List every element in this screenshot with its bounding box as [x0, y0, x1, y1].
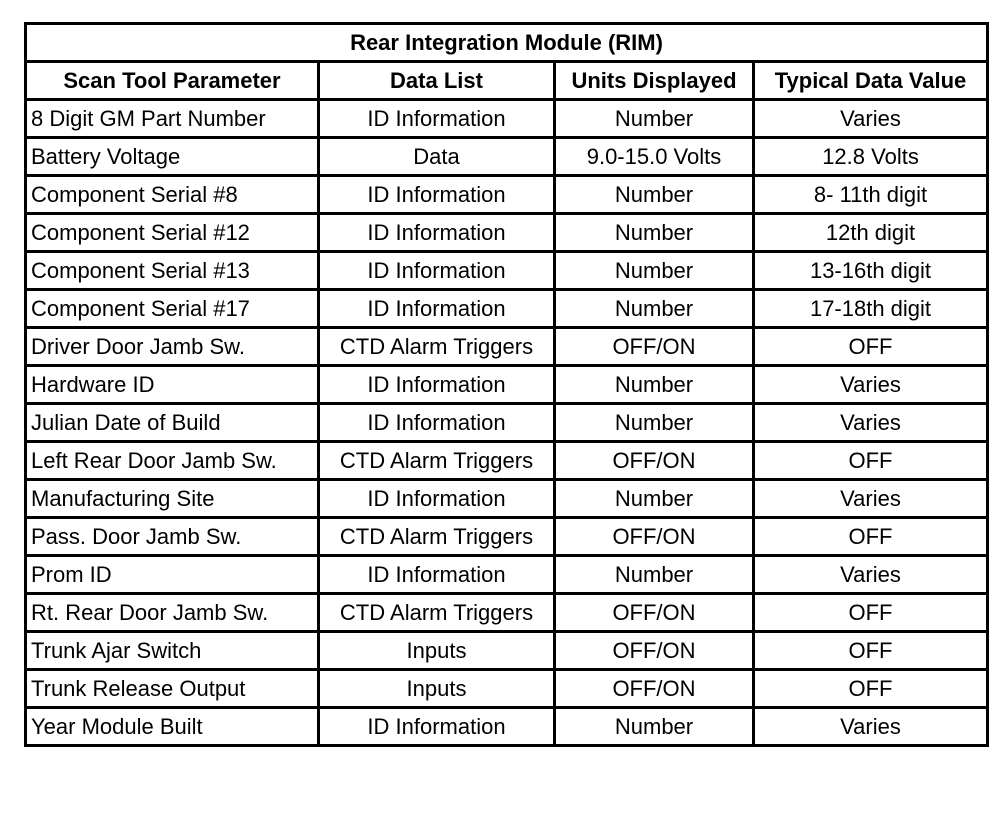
table-cell: Manufacturing Site: [24, 478, 320, 519]
table-cell: ID Information: [317, 364, 556, 405]
table-cell: Battery Voltage: [24, 136, 320, 177]
table-cell: Trunk Ajar Switch: [24, 630, 320, 671]
table-cell: OFF/ON: [553, 326, 755, 367]
table-cell: Prom ID: [24, 554, 320, 595]
table-cell: OFF/ON: [553, 668, 755, 709]
table-cell: Number: [553, 478, 755, 519]
table-cell: Left Rear Door Jamb Sw.: [24, 440, 320, 481]
table-cell: Pass. Door Jamb Sw.: [24, 516, 320, 557]
table-row: Component Serial #13 ID Information Number…: [24, 250, 990, 291]
table-cell: CTD Alarm Triggers: [317, 440, 556, 481]
table-cell: Number: [553, 174, 755, 215]
table-cell: CTD Alarm Triggers: [317, 592, 556, 633]
table-cell: ID Information: [317, 174, 556, 215]
table-cell: 17-18th digit: [751, 288, 990, 329]
table-cell: OFF/ON: [553, 630, 755, 671]
table-cell: ID Information: [317, 250, 556, 291]
column-header: Typical Data Value: [751, 60, 990, 101]
table-cell: Number: [553, 706, 755, 747]
table-cell: Number: [553, 98, 755, 139]
column-header: Units Displayed: [553, 60, 755, 101]
table-cell: OFF: [751, 516, 990, 557]
table-cell: 8- 11th digit: [751, 174, 990, 215]
table-cell: OFF/ON: [553, 440, 755, 481]
table-cell: 13-16th digit: [751, 250, 990, 291]
data-table: Rear Integration Module (RIM) Scan Tool …: [23, 22, 990, 747]
table-cell: Varies: [751, 402, 990, 443]
table-cell: 8 Digit GM Part Number: [24, 98, 320, 139]
table-cell: Number: [553, 554, 755, 595]
table-cell: ID Information: [317, 212, 556, 253]
table-body: 8 Digit GM Part Number ID Information Numb…: [24, 98, 990, 747]
table-row: Component Serial #8 ID Information Number 8…: [24, 174, 990, 215]
header-row: Scan Tool Parameter Data List Units Displa…: [24, 60, 990, 101]
table-row: Year Module Built ID Information Number Var…: [24, 706, 990, 747]
table-cell: Component Serial #12: [24, 212, 320, 253]
table-cell: Number: [553, 250, 755, 291]
table-cell: Data: [317, 136, 556, 177]
table-cell: Number: [553, 288, 755, 329]
table-cell: CTD Alarm Triggers: [317, 516, 556, 557]
table-cell: Number: [553, 364, 755, 405]
table-cell: Component Serial #17: [24, 288, 320, 329]
table-row: Pass. Door Jamb Sw. CTD Alarm Triggers OFF…: [24, 516, 990, 557]
table-row: 8 Digit GM Part Number ID Information Numb…: [24, 98, 990, 139]
table-cell: Component Serial #8: [24, 174, 320, 215]
table-row: Manufacturing Site ID Information Number Va…: [24, 478, 990, 519]
table-cell: Number: [553, 212, 755, 253]
table-cell: Trunk Release Output: [24, 668, 320, 709]
table-cell: Inputs: [317, 630, 556, 671]
column-header: Data List: [317, 60, 556, 101]
table-cell: OFF: [751, 668, 990, 709]
table-row: Rt. Rear Door Jamb Sw. CTD Alarm Triggers…: [24, 592, 990, 633]
table-cell: OFF: [751, 630, 990, 671]
table-cell: OFF: [751, 440, 990, 481]
table-row: Driver Door Jamb Sw. CTD Alarm Triggers OF…: [24, 326, 990, 367]
table-row: Battery Voltage Data 9.0-15.0 Volts 12.8 Vo…: [24, 136, 990, 177]
table-cell: Driver Door Jamb Sw.: [24, 326, 320, 367]
table-cell: ID Information: [317, 402, 556, 443]
table-cell: Varies: [751, 478, 990, 519]
table-cell: Varies: [751, 554, 990, 595]
table-cell: Number: [553, 402, 755, 443]
table-cell: ID Information: [317, 98, 556, 139]
table-row: Trunk Release Output Inputs OFF/ON OFF: [24, 668, 990, 709]
table-cell: Year Module Built: [24, 706, 320, 747]
table-cell: ID Information: [317, 706, 556, 747]
table-cell: OFF/ON: [553, 516, 755, 557]
column-header: Scan Tool Parameter: [24, 60, 320, 101]
table-row: Prom ID ID Information Number Varies: [24, 554, 990, 595]
table-cell: Varies: [751, 706, 990, 747]
table-cell: ID Information: [317, 288, 556, 329]
table-row: Julian Date of Build ID Information Number…: [24, 402, 990, 443]
table-cell: ID Information: [317, 478, 556, 519]
table-row: Hardware ID ID Information Number Varies: [24, 364, 990, 405]
table-row: Left Rear Door Jamb Sw. CTD Alarm Trigger…: [24, 440, 990, 481]
table-cell: OFF: [751, 592, 990, 633]
table-cell: Rt. Rear Door Jamb Sw.: [24, 592, 320, 633]
table-row: Component Serial #17 ID Information Number…: [24, 288, 990, 329]
table-cell: Inputs: [317, 668, 556, 709]
title-row: Rear Integration Module (RIM): [23, 22, 990, 63]
table-cell: 12th digit: [751, 212, 990, 253]
table-title: Rear Integration Module (RIM): [23, 22, 990, 63]
table-cell: Hardware ID: [24, 364, 320, 405]
table-cell: Varies: [751, 98, 990, 139]
table-cell: CTD Alarm Triggers: [317, 326, 556, 367]
table-cell: Julian Date of Build: [24, 402, 320, 443]
table-row: Component Serial #12 ID Information Number…: [24, 212, 990, 253]
table-cell: 12.8 Volts: [751, 136, 990, 177]
table-cell: Component Serial #13: [24, 250, 320, 291]
table-row: Trunk Ajar Switch Inputs OFF/ON OFF: [24, 630, 990, 671]
table-cell: OFF: [751, 326, 990, 367]
table-cell: OFF/ON: [553, 592, 755, 633]
table-cell: ID Information: [317, 554, 556, 595]
table-cell: 9.0-15.0 Volts: [553, 136, 755, 177]
table-cell: Varies: [751, 364, 990, 405]
